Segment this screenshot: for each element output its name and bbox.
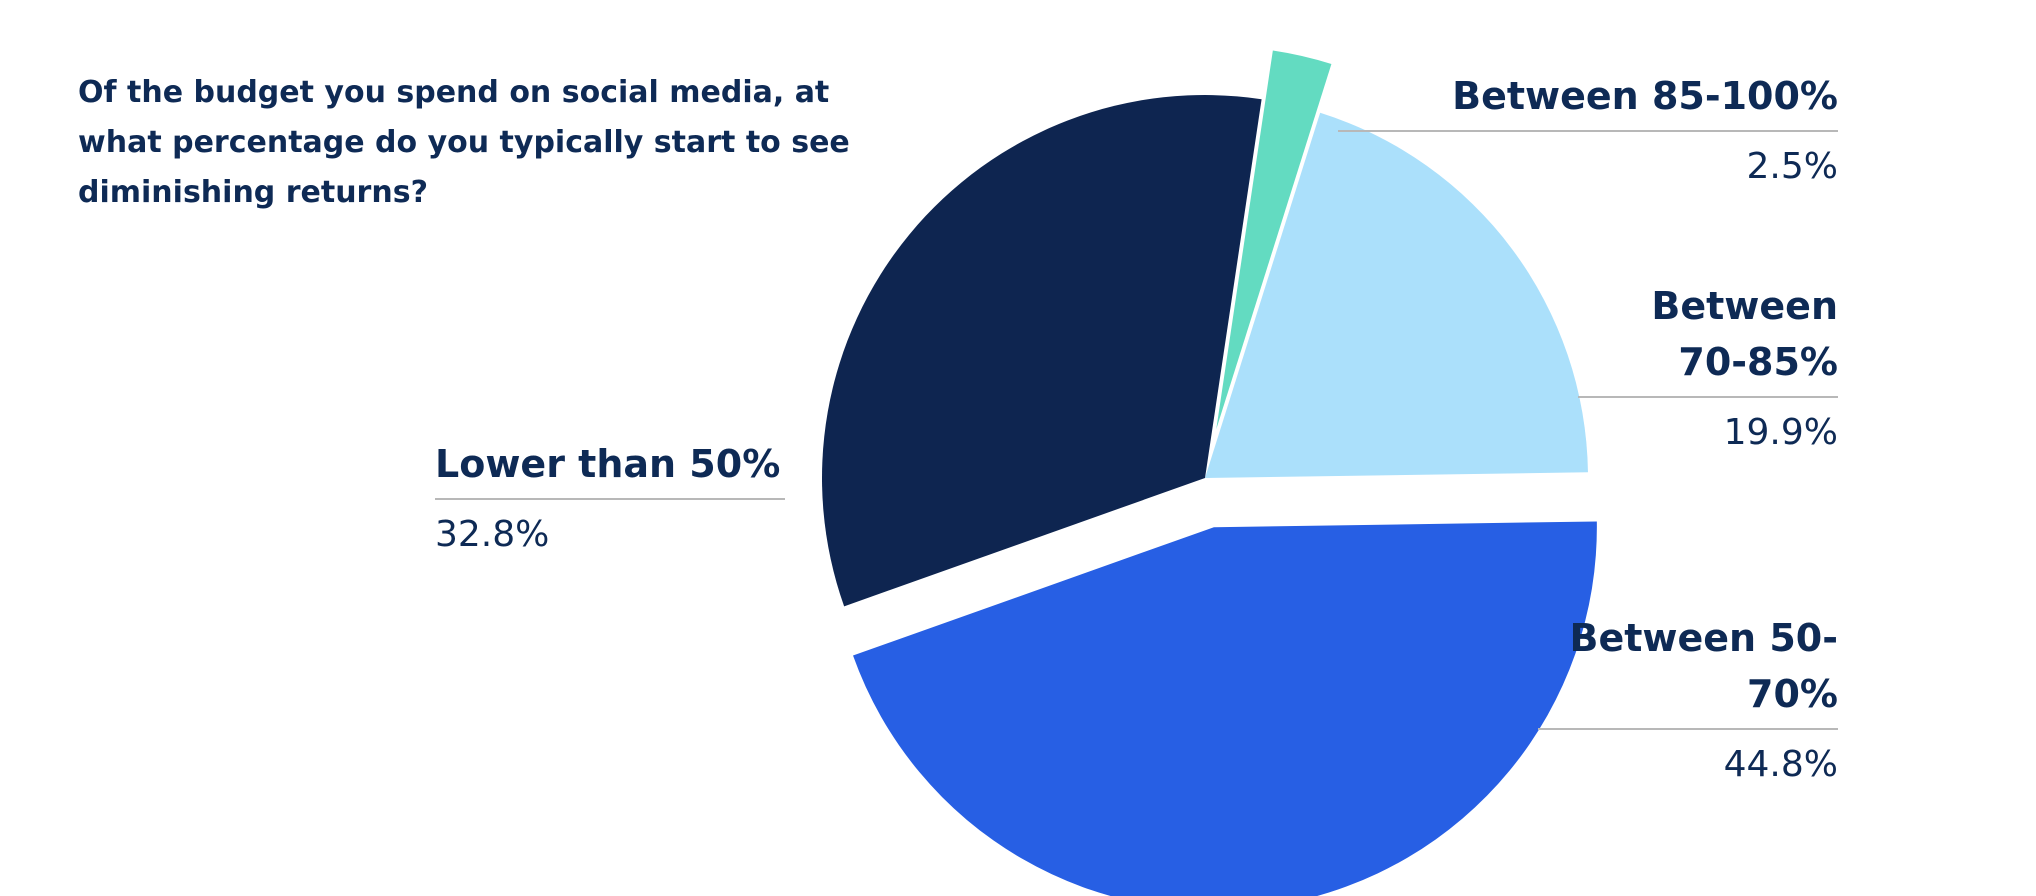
slice-label-lower-50: Lower than 50% 32.8% bbox=[435, 436, 785, 560]
slice-name: Between 85-100% bbox=[1452, 74, 1838, 118]
slice-lower-50 bbox=[822, 94, 1262, 607]
slice-85-100 bbox=[1216, 50, 1332, 430]
slice-50-70 bbox=[853, 521, 1597, 896]
leader-rule bbox=[1538, 728, 1838, 730]
slice-value: 32.8% bbox=[435, 514, 550, 555]
slice-70-85 bbox=[1205, 112, 1588, 478]
slice-name: Lower than 50% bbox=[435, 442, 781, 486]
slice-label-85-100: Between 85-100% 2.5% bbox=[1338, 68, 1838, 192]
slice-name: Between 50-70% bbox=[1569, 616, 1839, 716]
slice-label-50-70: Between 50-70% 44.8% bbox=[1538, 610, 1838, 790]
leader-rule bbox=[1578, 396, 1838, 398]
slice-value: 19.9% bbox=[1723, 412, 1838, 453]
leader-rule bbox=[435, 498, 785, 500]
leader-rule bbox=[1338, 130, 1838, 132]
chart-title: Of the budget you spend on social media,… bbox=[78, 75, 850, 210]
slice-label-70-85: Between 70-85% 19.9% bbox=[1578, 278, 1838, 458]
slice-value: 2.5% bbox=[1746, 146, 1838, 187]
slice-value: 44.8% bbox=[1723, 744, 1838, 785]
slice-name: Between 70-85% bbox=[1651, 284, 1838, 384]
